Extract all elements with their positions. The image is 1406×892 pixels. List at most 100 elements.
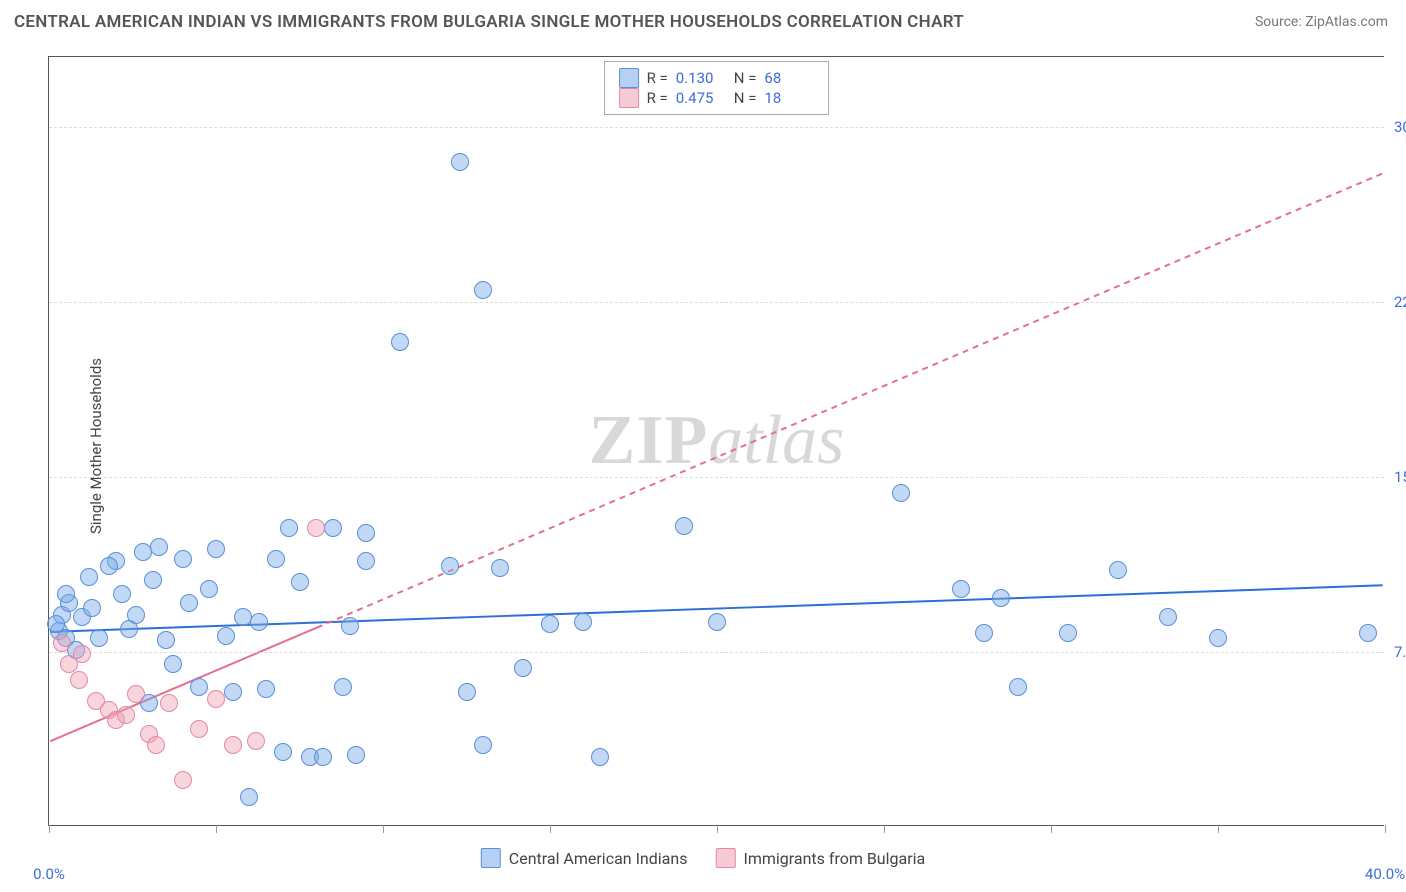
data-point: [1059, 624, 1077, 642]
data-point: [357, 524, 375, 542]
data-point: [234, 608, 252, 626]
y-tick-label: 7.5%: [1394, 643, 1406, 661]
data-point: [952, 580, 970, 598]
stats-row-pink: R = 0.475 N = 18: [619, 88, 815, 108]
data-point: [207, 690, 225, 708]
data-point: [100, 557, 118, 575]
data-point: [47, 615, 65, 633]
data-point: [200, 580, 218, 598]
data-point: [391, 333, 409, 351]
data-point: [147, 736, 165, 754]
y-tick-label: 30.0%: [1394, 118, 1406, 136]
data-point: [892, 484, 910, 502]
x-tick: [383, 825, 384, 833]
data-point: [174, 771, 192, 789]
data-point: [240, 788, 258, 806]
n-value-blue: 68: [764, 69, 814, 87]
x-tick: [216, 825, 217, 833]
data-point: [150, 538, 168, 556]
data-point: [274, 743, 292, 761]
data-point: [441, 557, 459, 575]
r-value-blue: 0.130: [676, 69, 726, 87]
data-point: [675, 517, 693, 535]
data-point: [314, 748, 332, 766]
legend-label: Immigrants from Bulgaria: [743, 849, 925, 868]
data-point: [117, 706, 135, 724]
legend-item: Immigrants from Bulgaria: [715, 848, 925, 868]
data-point: [57, 585, 75, 603]
data-point: [217, 627, 235, 645]
legend-item: Central American Indians: [481, 848, 688, 868]
data-point: [1109, 561, 1127, 579]
data-point: [144, 571, 162, 589]
data-point: [247, 732, 265, 750]
gridline: [49, 652, 1384, 653]
y-tick-label: 22.5%: [1394, 293, 1406, 311]
stats-legend: R = 0.130 N = 68 R = 0.475 N = 18: [604, 61, 830, 115]
data-point: [127, 606, 145, 624]
data-point: [280, 519, 298, 537]
x-tick: [717, 825, 718, 833]
swatch-pink-icon: [619, 88, 639, 108]
data-point: [257, 680, 275, 698]
r-label: R =: [647, 69, 668, 87]
n-value-pink: 18: [764, 89, 814, 107]
data-point: [190, 720, 208, 738]
data-point: [514, 659, 532, 677]
n-label: N =: [734, 89, 757, 107]
gridline: [49, 302, 1384, 303]
data-point: [491, 559, 509, 577]
data-point: [190, 678, 208, 696]
data-point: [324, 519, 342, 537]
data-point: [164, 655, 182, 673]
r-label: R =: [647, 89, 668, 107]
data-point: [574, 613, 592, 631]
x-tick: [1385, 825, 1386, 833]
data-point: [250, 613, 268, 631]
swatch-blue-icon: [619, 68, 639, 88]
data-point: [357, 552, 375, 570]
data-point: [474, 281, 492, 299]
data-point: [347, 746, 365, 764]
data-point: [975, 624, 993, 642]
data-point: [992, 589, 1010, 607]
x-tick: [884, 825, 885, 833]
data-point: [1209, 629, 1227, 647]
data-point: [1359, 624, 1377, 642]
data-point: [341, 617, 359, 635]
data-point: [1159, 608, 1177, 626]
stats-row-blue: R = 0.130 N = 68: [619, 68, 815, 88]
data-point: [541, 615, 559, 633]
gridline: [49, 127, 1384, 128]
chart-title: CENTRAL AMERICAN INDIAN VS IMMIGRANTS FR…: [14, 12, 964, 32]
data-point: [291, 573, 309, 591]
data-point: [307, 519, 325, 537]
data-point: [224, 683, 242, 701]
data-point: [174, 550, 192, 568]
swatch-pink-icon: [715, 848, 735, 868]
data-point: [134, 543, 152, 561]
legend-label: Central American Indians: [509, 849, 688, 868]
plot-area: ZIPatlas R = 0.130 N = 68 R = 0.475 N = …: [48, 56, 1384, 826]
n-label: N =: [734, 69, 757, 87]
data-point: [90, 629, 108, 647]
data-point: [591, 748, 609, 766]
data-point: [157, 631, 175, 649]
swatch-blue-icon: [481, 848, 501, 868]
data-point: [458, 683, 476, 701]
data-point: [53, 634, 71, 652]
data-point: [267, 550, 285, 568]
gridline: [49, 477, 1384, 478]
x-tick: [550, 825, 551, 833]
x-tick: [49, 825, 50, 833]
data-point: [73, 645, 91, 663]
data-point: [80, 568, 98, 586]
x-tick-label: 0.0%: [33, 865, 65, 883]
data-point: [451, 153, 469, 171]
data-point: [474, 736, 492, 754]
data-point: [127, 685, 145, 703]
data-point: [207, 540, 225, 558]
x-tick-label: 40.0%: [1365, 865, 1405, 883]
y-tick-label: 15.0%: [1394, 468, 1406, 486]
data-point: [334, 678, 352, 696]
